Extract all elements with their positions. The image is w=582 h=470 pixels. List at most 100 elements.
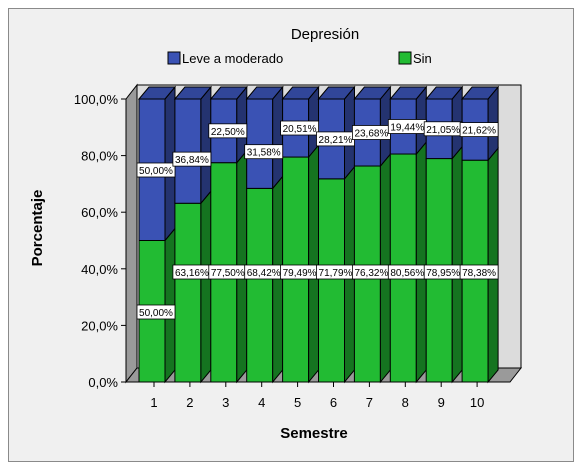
x-tick-label: 2 [186,395,193,410]
bar-top [209,86,248,100]
bar-front [318,178,345,383]
data-label: 80,56% [387,264,427,280]
bar-top [317,86,356,100]
data-label: 36,84% [172,151,212,167]
x-tick-label: 4 [258,395,265,410]
bar-side [415,140,427,384]
bar-top [389,86,428,100]
bar-top [137,86,177,100]
y-tick-label: 60,0% [81,205,118,220]
data-label: 31,58% [244,144,284,160]
bar-segment [173,85,212,205]
x-tick-label: 9 [438,395,445,410]
data-label: 20,51% [280,120,320,136]
data-label: 78,38% [459,264,499,280]
data-label-text: 20,51% [283,124,317,135]
x-tick-label: 8 [402,395,409,410]
x-tick-label: 6 [330,395,337,410]
chart-title: Depresión [291,26,359,43]
y-axis-title: Porcentaje [29,190,46,267]
bar-side [200,189,212,384]
y-tick-label: 80,0% [81,149,118,164]
bar-front [246,187,274,383]
data-label-box [244,144,284,160]
data-label: 50,00% [136,304,176,320]
legend-entry: Leve a moderado [167,51,283,66]
data-label: 68,42% [244,264,284,280]
data-label-box [459,264,499,280]
data-label-text: 71,79% [319,268,353,279]
data-label-text: 63,16% [175,268,209,279]
data-label-text: 80,56% [390,268,424,279]
data-label: 50,00% [136,162,176,178]
data-label-box [136,162,176,178]
data-labels: 50,00% 50,00% 63,16% 36,84% 77,50% 22,50% 68,4… [136,119,499,320]
bar-segment [245,85,284,190]
x-tick-label: 3 [222,395,229,410]
bar-segment [174,189,212,384]
legend-label: Leve a moderado [182,51,283,66]
bar-top [425,86,464,100]
data-label-box [280,120,320,136]
data-label-text: 78,38% [462,268,496,279]
data-label-text: 31,58% [247,148,281,159]
x-tick-label: 10 [470,395,484,410]
legend-swatch [167,51,181,65]
y-axis: 0,0% 20,0% 40,0% 60,0% 80,0% 100,0% [74,92,127,390]
data-label: 77,50% [208,264,248,280]
y-tick-label: 0,0% [88,375,118,390]
legend-swatch [398,51,412,65]
legend: Leve a moderado Sin [167,51,432,66]
data-label: 71,79% [316,264,355,280]
data-label: 21,62% [459,122,499,137]
data-label-text: 19,44% [390,123,424,134]
bars [137,85,500,384]
bar-segment [389,140,427,384]
data-label-text: 78,95% [426,268,460,279]
bar-side [451,145,463,384]
bar-side [200,85,212,205]
data-label-text: 36,84% [175,155,209,166]
bar-side [272,85,284,190]
data-label: 76,32% [351,264,391,280]
data-label-box [208,123,248,139]
bar-top [173,86,212,100]
plot-side-wall [125,83,138,384]
data-label-text: 77,50% [211,268,245,279]
data-label: 19,44% [387,119,427,134]
bar-segment [209,85,248,165]
y-tick-label: 20,0% [81,318,118,333]
data-label: 28,21% [316,131,355,147]
y-tick-label: 40,0% [81,262,118,277]
data-label-text: 50,00% [139,166,173,177]
data-label: 21,05% [423,121,463,137]
bar-front [174,98,202,204]
x-tick-label: 1 [150,395,157,410]
legend-label: Sin [413,51,432,66]
data-label-box [136,304,176,320]
data-label-text: 50,00% [139,308,173,319]
x-axis-title: Semestre [280,425,348,442]
bar-side [308,143,320,384]
x-axis: 1 2 3 4 5 6 7 8 9 10 [126,381,510,410]
y-tick-label: 100,0% [74,92,119,107]
legend-entry: Sin [398,51,432,66]
data-label: 63,16% [172,264,212,280]
x-tick-label: 5 [294,395,301,410]
data-label-text: 22,50% [211,127,245,138]
data-label-text: 79,49% [283,268,317,279]
data-label-text: 68,42% [247,268,281,279]
x-tick-label: 7 [366,395,373,410]
bar-top [245,86,284,100]
data-label: 79,49% [280,264,320,280]
bar-segment [425,145,463,384]
data-label: 78,95% [423,264,463,280]
data-label-text: 23,68% [354,129,388,140]
bar-front [246,98,274,189]
bar-front [174,202,202,383]
data-label-text: 28,21% [319,135,353,146]
bar-top [353,86,392,100]
data-label: 22,50% [208,123,248,139]
data-label-box [459,122,499,137]
